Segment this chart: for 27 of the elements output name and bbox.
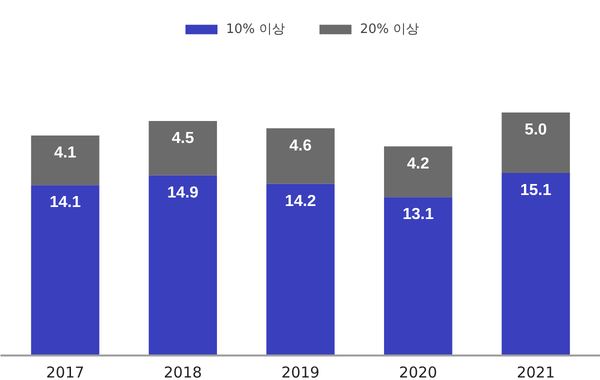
legend-label: 20% 이상: [360, 21, 420, 38]
bar: [148, 175, 217, 356]
data-label: 14.1: [50, 194, 81, 212]
bar: [266, 128, 335, 184]
data-label: 14.9: [167, 184, 199, 202]
bar: [266, 184, 335, 356]
data-label: 4.6: [289, 137, 312, 154]
x-tick-label: 2017: [46, 364, 84, 380]
data-label: 4.1: [54, 144, 76, 162]
x-tick-label: 2021: [516, 364, 555, 380]
data-label: 4.2: [407, 155, 430, 172]
data-label: 15.1: [520, 182, 552, 199]
data-label: 13.1: [402, 206, 434, 224]
data-label: 5.0: [524, 122, 548, 139]
x-tick-label: 2019: [281, 364, 320, 380]
x-tick-label: 2018: [164, 364, 202, 380]
data-label: 4.5: [172, 130, 194, 148]
bar: [384, 146, 452, 198]
bar: [31, 185, 100, 356]
bar: [148, 121, 217, 176]
legend-label: 10% 이상: [226, 21, 285, 38]
bar: [502, 112, 570, 173]
bar: [502, 172, 570, 356]
x-tick-label: 2020: [399, 364, 438, 380]
data-label: 14.2: [284, 192, 316, 210]
bar: [31, 136, 100, 186]
bar: [384, 197, 452, 356]
